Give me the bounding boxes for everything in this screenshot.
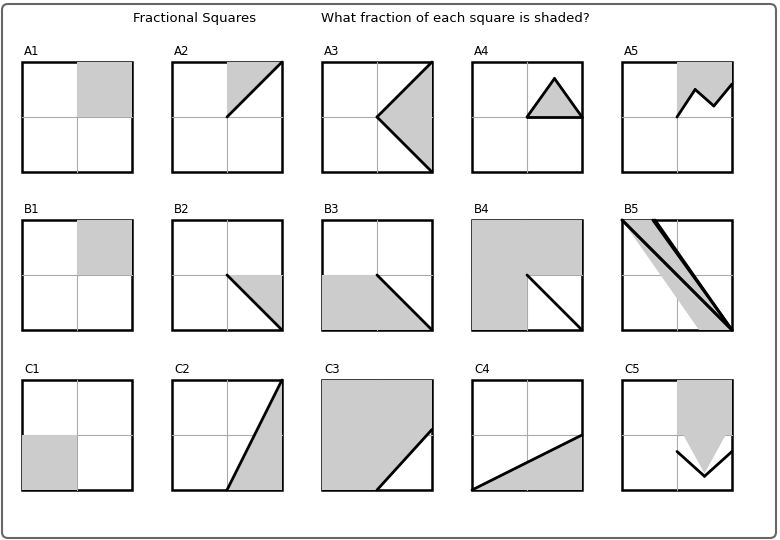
Text: A3: A3	[324, 45, 339, 58]
Polygon shape	[227, 275, 282, 330]
Polygon shape	[472, 435, 582, 490]
Text: A5: A5	[624, 45, 640, 58]
Text: B4: B4	[474, 203, 490, 216]
Polygon shape	[377, 62, 432, 172]
Polygon shape	[322, 380, 432, 490]
Bar	[472, 380, 582, 490]
Bar	[322, 62, 432, 172]
Text: A4: A4	[474, 45, 490, 58]
Polygon shape	[677, 423, 732, 474]
Bar	[22, 220, 132, 330]
Text: B5: B5	[624, 203, 640, 216]
Polygon shape	[227, 380, 282, 490]
Polygon shape	[472, 275, 527, 330]
Polygon shape	[527, 78, 582, 117]
Text: B2: B2	[174, 203, 190, 216]
Bar	[622, 62, 732, 172]
Bar	[622, 380, 732, 490]
Polygon shape	[322, 275, 432, 330]
Polygon shape	[622, 220, 732, 330]
Bar	[622, 220, 732, 330]
Polygon shape	[77, 220, 132, 275]
Text: C5: C5	[624, 363, 640, 376]
Bar	[322, 220, 432, 330]
Bar	[172, 62, 282, 172]
Polygon shape	[472, 220, 582, 275]
Polygon shape	[77, 62, 132, 117]
Bar	[322, 380, 432, 490]
Polygon shape	[677, 62, 732, 117]
Polygon shape	[677, 380, 732, 435]
Polygon shape	[227, 62, 282, 117]
Text: B1: B1	[24, 203, 40, 216]
Text: C2: C2	[174, 363, 190, 376]
Bar	[172, 220, 282, 330]
Text: C3: C3	[324, 363, 339, 376]
Bar	[472, 62, 582, 172]
Polygon shape	[22, 435, 77, 490]
Text: C4: C4	[474, 363, 490, 376]
Bar	[172, 380, 282, 490]
Text: C1: C1	[24, 363, 40, 376]
Bar	[472, 220, 582, 330]
FancyBboxPatch shape	[2, 4, 776, 538]
Polygon shape	[622, 220, 732, 330]
Text: A1: A1	[24, 45, 40, 58]
Bar	[22, 380, 132, 490]
Text: A2: A2	[174, 45, 190, 58]
Text: B3: B3	[324, 203, 339, 216]
Polygon shape	[677, 380, 732, 435]
Bar	[22, 62, 132, 172]
Text: Fractional Squares: Fractional Squares	[133, 12, 257, 25]
Text: What fraction of each square is shaded?: What fraction of each square is shaded?	[321, 12, 590, 25]
